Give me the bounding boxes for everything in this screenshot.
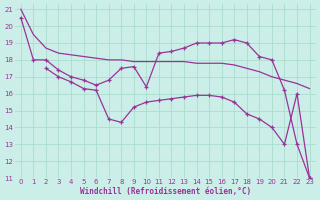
X-axis label: Windchill (Refroidissement éolien,°C): Windchill (Refroidissement éolien,°C): [80, 187, 251, 196]
